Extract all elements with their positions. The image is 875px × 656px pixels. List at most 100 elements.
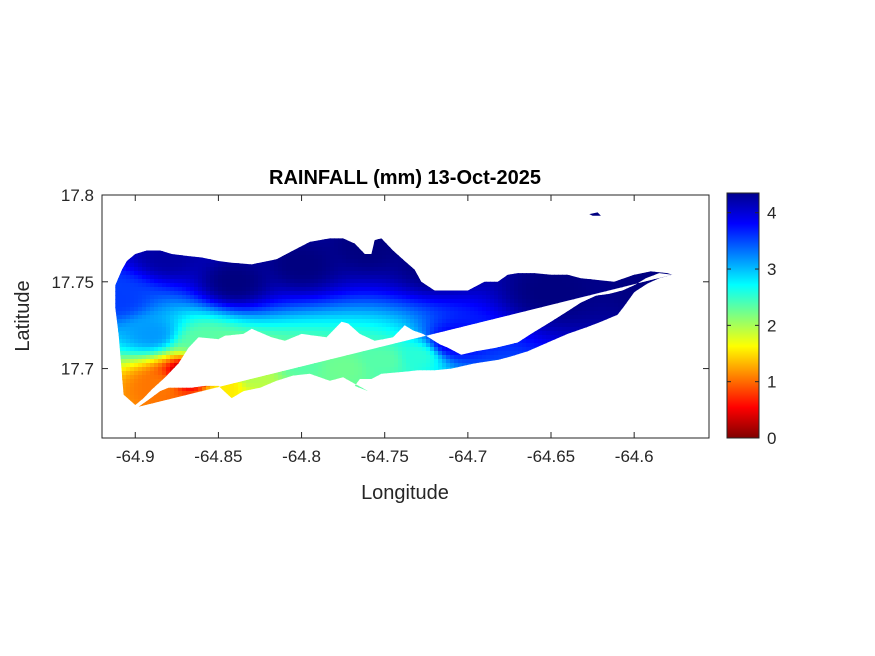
heatmap-cell [290, 347, 295, 352]
heatmap-cell [318, 351, 323, 356]
heatmap-cell [378, 215, 383, 220]
heatmap-cell [254, 303, 259, 308]
heatmap-cell [266, 411, 271, 416]
heatmap-cell [414, 371, 419, 376]
heatmap-cell [262, 215, 267, 220]
heatmap-cell [206, 238, 211, 240]
heatmap-cell [115, 387, 119, 392]
heatmap-cell [350, 223, 355, 228]
heatmap-cell [178, 238, 183, 240]
heatmap-cell [346, 303, 351, 308]
heatmap-cell [174, 275, 179, 280]
heatmap-cell [210, 207, 215, 212]
heatmap-cell [102, 355, 107, 360]
heatmap-cell [350, 279, 355, 284]
heatmap-cell [266, 419, 271, 424]
heatmap-cell [286, 287, 291, 292]
heatmap-cell [270, 347, 275, 352]
heatmap-cell [382, 411, 387, 416]
heatmap-cell [278, 391, 283, 396]
heatmap-cell [258, 435, 263, 440]
heatmap-cell [370, 239, 375, 244]
heatmap-cell [402, 283, 407, 288]
heatmap-cell [354, 195, 359, 200]
heatmap-cell [158, 343, 163, 348]
heatmap-cell [230, 367, 235, 372]
heatmap-cell [166, 415, 171, 420]
heatmap-cell [410, 331, 415, 336]
heatmap-cell [398, 259, 403, 264]
heatmap-cell [186, 399, 191, 404]
heatmap-cell [322, 379, 327, 384]
heatmap-cell [334, 327, 339, 332]
heatmap-cell [118, 211, 123, 216]
heatmap-cell [202, 427, 207, 432]
heatmap-cell [406, 283, 411, 288]
heatmap-cell [422, 435, 427, 440]
heatmap-cell [298, 367, 303, 372]
heatmap-cell [386, 387, 391, 392]
heatmap-cell [334, 331, 339, 336]
heatmap-cell [234, 287, 239, 292]
heatmap-cell [250, 207, 255, 212]
heatmap-cell [174, 379, 179, 384]
heatmap-cell [110, 323, 115, 328]
heatmap-cell [390, 239, 395, 244]
heatmap-cell [342, 243, 347, 248]
heatmap-cell [314, 279, 319, 284]
heatmap-cell [106, 403, 111, 408]
heatmap-cell [398, 427, 403, 432]
heatmap-cell [298, 319, 303, 324]
heatmap-cell [138, 211, 143, 216]
heatmap-cell [115, 259, 119, 264]
heatmap-cell [214, 415, 219, 420]
heatmap-cell [326, 271, 331, 276]
heatmap-cell [186, 223, 191, 228]
heatmap-cell [222, 331, 227, 336]
heatmap-cell [222, 231, 227, 236]
heatmap-cell [214, 335, 219, 340]
heatmap-cell [138, 295, 143, 300]
heatmap-cell [418, 411, 423, 416]
heatmap-cell [414, 363, 419, 368]
heatmap-cell [190, 271, 195, 276]
heatmap-cell [346, 407, 351, 412]
heatmap-cell [342, 331, 347, 336]
heatmap-cell [122, 435, 127, 440]
heatmap-cell [342, 311, 347, 316]
heatmap-cell [322, 335, 327, 340]
heatmap-cell [250, 231, 255, 236]
heatmap-cell [142, 211, 147, 216]
heatmap-cell [374, 263, 379, 268]
heatmap-cell [390, 395, 395, 400]
heatmap-cell [354, 411, 359, 416]
heatmap-cell [398, 263, 403, 268]
heatmap-cell [334, 259, 339, 264]
heatmap-cell [290, 275, 295, 280]
heatmap-cell [318, 287, 323, 292]
heatmap-cell [346, 435, 351, 440]
heatmap-cell [350, 227, 355, 232]
heatmap-cell [238, 423, 243, 428]
heatmap-cell [390, 423, 395, 428]
heatmap-cell [342, 371, 347, 376]
heatmap-cell [134, 311, 139, 316]
heatmap-cell [102, 207, 107, 212]
heatmap-cell [178, 331, 183, 336]
heatmap-cell [230, 431, 235, 436]
heatmap-cell [114, 195, 119, 200]
heatmap-cell [178, 411, 183, 416]
heatmap-cell [378, 207, 383, 212]
heatmap-cell [298, 339, 303, 344]
heatmap-cell [154, 207, 159, 212]
heatmap-cell [354, 207, 359, 212]
heatmap-cell [130, 395, 135, 400]
heatmap-cell [250, 238, 255, 240]
heatmap-cell [162, 355, 167, 360]
heatmap-cell [210, 387, 215, 392]
heatmap-cell [218, 315, 223, 320]
heatmap-cell [202, 395, 207, 400]
heatmap-cell [386, 391, 391, 396]
heatmap-cell [302, 435, 307, 440]
heatmap-cell [286, 231, 291, 236]
